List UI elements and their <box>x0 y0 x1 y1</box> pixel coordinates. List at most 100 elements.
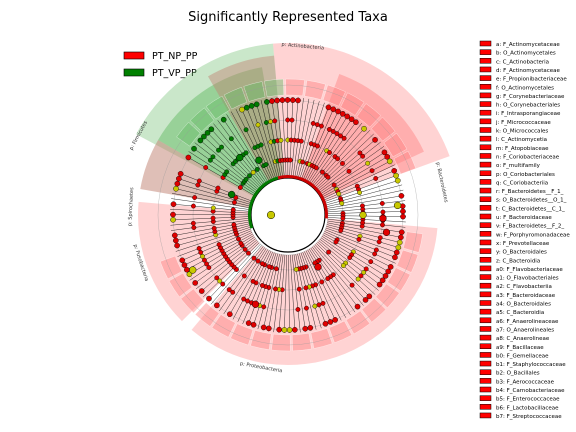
key-swatch <box>479 161 492 168</box>
clade-node <box>231 222 237 228</box>
clade-node <box>346 168 352 174</box>
taxon-label-box <box>361 298 387 323</box>
clade-node <box>366 293 373 300</box>
clade-node <box>192 195 198 200</box>
clade-node <box>173 185 179 192</box>
key-label: a5: C_Bacteroidia <box>496 310 544 316</box>
key-swatch <box>479 153 492 159</box>
clade-node <box>203 165 209 170</box>
clade-node <box>210 215 216 221</box>
clade-node <box>174 242 180 249</box>
clade-node <box>336 191 342 197</box>
clade-node <box>179 257 186 264</box>
key-label: u: F_Bacteroidaceae <box>496 215 552 221</box>
clade-node <box>273 266 279 272</box>
clade-node <box>302 325 308 332</box>
clade-node <box>376 281 383 288</box>
legend-swatch-pt-np-pp <box>123 51 145 60</box>
edge <box>327 200 406 211</box>
clade-node <box>269 98 275 104</box>
clade-node <box>202 257 207 263</box>
key-label: a2: C_Flavobacteriia <box>496 284 552 290</box>
edge <box>171 198 249 210</box>
clade-node <box>206 295 212 302</box>
edge <box>324 231 396 264</box>
clade-node <box>340 161 345 166</box>
key-swatch <box>479 222 492 228</box>
clade-node <box>242 247 248 252</box>
key-swatch <box>479 135 492 142</box>
edge <box>188 151 255 194</box>
key-swatch <box>479 404 492 410</box>
clade-node <box>228 136 234 142</box>
edge <box>304 251 337 323</box>
clade-node <box>327 150 332 155</box>
edge <box>321 236 389 278</box>
clade-node <box>295 307 301 312</box>
edge <box>325 227 400 254</box>
clade-node <box>320 300 326 306</box>
clade-node <box>355 276 361 282</box>
key-label: b7: F_Streptococcaceae <box>496 414 562 420</box>
clade-node <box>373 247 379 253</box>
clade-node <box>255 122 261 128</box>
key-label: a8: C_Anaerolineae <box>496 336 550 342</box>
cladogram-nodes <box>170 97 406 333</box>
key-label: b5: F_Enterococcaceae <box>496 397 560 403</box>
taxon-label-box <box>250 330 272 350</box>
taxon-label-box <box>211 314 236 338</box>
clade-node <box>272 118 278 124</box>
key-label: p: O_Coriobacteriales <box>496 172 555 178</box>
key-label: o: F_multifamily <box>496 163 541 169</box>
clade-node <box>377 235 383 241</box>
clade-node <box>170 217 176 223</box>
clade-node <box>200 253 205 259</box>
clade-node <box>216 147 221 153</box>
edge <box>325 229 398 259</box>
clade-node <box>382 273 389 279</box>
clade-node <box>322 320 329 327</box>
biomarker-node <box>393 201 402 210</box>
clade-node <box>215 185 221 191</box>
clade-node <box>232 200 237 205</box>
clade-node <box>250 321 257 328</box>
edge <box>327 215 406 217</box>
key-swatch <box>479 239 492 246</box>
clade-node <box>237 185 243 190</box>
clade-node <box>373 176 379 181</box>
edge <box>327 205 406 213</box>
clade-node <box>281 327 288 333</box>
green-arc <box>248 176 279 229</box>
biomarker-node <box>227 190 236 199</box>
clade-node <box>347 255 353 260</box>
clade-node <box>365 160 371 166</box>
key-swatch <box>479 334 492 341</box>
edge <box>255 101 278 177</box>
edge <box>268 254 282 332</box>
clade-node <box>314 122 320 128</box>
key-swatch <box>479 58 492 64</box>
clade-node <box>170 201 177 207</box>
key-label: r: F_Bacteroidetes__F_1_ <box>496 189 564 195</box>
edge <box>228 249 268 317</box>
key-swatch <box>479 127 492 133</box>
key-label: b1: F_Staphylococcaceae <box>496 362 566 368</box>
figure-title: Significantly Represented Taxa <box>188 10 388 25</box>
clade-node <box>198 250 204 255</box>
clade-node <box>192 280 198 286</box>
taxon-label-box <box>393 150 416 175</box>
clade-node <box>245 298 250 304</box>
key-label: a4: O_Bacteroidales <box>496 302 551 308</box>
clade-node <box>181 262 188 268</box>
edge <box>171 220 249 231</box>
clade-node <box>285 117 291 123</box>
clade-node <box>398 193 405 199</box>
clade-node <box>174 180 181 187</box>
key-label: k: O_Micrococcales <box>496 129 548 135</box>
key-swatch <box>479 40 492 47</box>
clade-node <box>348 116 355 123</box>
clade-node <box>380 222 385 228</box>
clade-node <box>298 138 304 144</box>
clade-node <box>335 108 341 115</box>
